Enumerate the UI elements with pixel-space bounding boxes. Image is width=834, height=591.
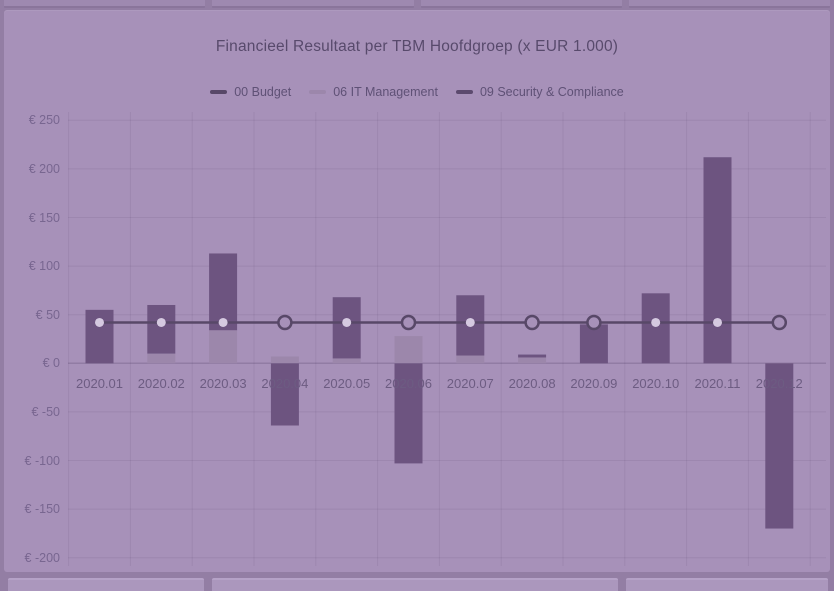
y-tick-label: € 100 (28, 259, 60, 274)
x-tick-label: 2020.07 (446, 376, 494, 391)
chart-legend: 00 Budget 06 IT Management 09 Security &… (0, 85, 834, 99)
chart-title: Financieel Resultaat per TBM Hoofdgroep … (215, 38, 619, 55)
x-tick-label: 2020.05 (323, 376, 371, 391)
x-tick-label: 2020.09 (570, 376, 618, 391)
chart-card (4, 10, 830, 572)
x-tick-label: 2020.02 (137, 376, 185, 391)
budget-marker-dot[interactable] (95, 317, 104, 327)
budget-marker-dot[interactable] (156, 317, 166, 327)
bottom-tile (8, 578, 204, 591)
y-tick-label: € -200 (24, 550, 60, 565)
bar-segment-security-compliance[interactable] (703, 157, 732, 364)
budget-marker-ring[interactable] (586, 314, 602, 331)
budget-marker-ring[interactable] (277, 314, 293, 331)
bar-segment-security-compliance[interactable] (209, 253, 238, 331)
y-tick-label: € 200 (28, 161, 60, 176)
budget-marker-dot[interactable] (465, 317, 475, 327)
legend-item-budget[interactable]: 00 Budget (210, 85, 291, 99)
legend-label: 09 Security & Compliance (479, 85, 624, 99)
top-tile (628, 0, 830, 8)
y-tick-label: € 150 (28, 210, 60, 225)
bar-segment-security-compliance[interactable] (147, 304, 176, 354)
budget-marker-ring[interactable] (400, 314, 417, 331)
legend-swatch-budget (210, 90, 228, 94)
x-tick-label: 2020.04 (261, 376, 309, 391)
budget-marker-dot[interactable] (342, 317, 352, 327)
bar-segment-it-management[interactable] (270, 356, 299, 364)
bar-segment-security-compliance[interactable] (394, 363, 423, 464)
y-tick-label: € 50 (35, 307, 60, 322)
bar-segment-security-compliance[interactable] (85, 309, 114, 364)
bar-segment-security-compliance[interactable] (641, 293, 670, 364)
y-tick-label: € -50 (31, 404, 61, 419)
bar-segment-it-management[interactable] (456, 355, 485, 364)
bar-segment-it-management[interactable] (518, 357, 547, 364)
y-tick-label: € 0 (42, 356, 60, 371)
bar-segment-it-management[interactable] (394, 336, 423, 364)
legend-label: 06 IT Management (333, 85, 438, 99)
budget-marker-dot[interactable] (651, 317, 661, 327)
bar-segment-it-management[interactable] (147, 353, 176, 364)
budget-marker-ring[interactable] (771, 314, 788, 331)
bar-segment-security-compliance[interactable] (518, 354, 547, 358)
x-tick-label: 2020.08 (508, 376, 556, 391)
legend-swatch-it-management (309, 90, 327, 94)
x-tick-label: 2020.12 (755, 376, 803, 391)
bottom-tile (212, 578, 618, 591)
x-tick-label: 2020.10 (632, 376, 680, 391)
bar-segment-security-compliance[interactable] (270, 363, 299, 426)
bar-segment-security-compliance[interactable] (332, 297, 361, 359)
bar-segment-it-management[interactable] (332, 358, 361, 364)
bar-segment-security-compliance[interactable] (579, 324, 608, 364)
bar-segment-it-management[interactable] (209, 330, 238, 364)
x-tick-label: 2020.11 (694, 376, 741, 391)
legend-item-security-compliance[interactable]: 09 Security & Compliance (455, 85, 624, 99)
top-tile (4, 0, 206, 8)
top-tile (212, 0, 414, 8)
budget-marker-dot[interactable] (713, 317, 722, 327)
top-tile-row (4, 0, 830, 8)
legend-label: 00 Budget (234, 85, 292, 99)
legend-item-it-management[interactable]: 06 IT Management (309, 85, 438, 99)
bottom-tile (626, 578, 828, 591)
budget-marker-dot[interactable] (218, 317, 228, 327)
y-tick-label: € -100 (24, 453, 60, 468)
x-tick-label: 2020.06 (385, 376, 432, 391)
x-tick-label: 2020.01 (76, 376, 123, 391)
bar-segment-security-compliance[interactable] (765, 363, 794, 529)
top-tile (420, 0, 622, 8)
legend-swatch-security-compliance (455, 90, 473, 94)
y-tick-label: € 250 (28, 113, 60, 128)
x-tick-label: 2020.03 (199, 376, 247, 391)
y-tick-label: € -150 (24, 502, 60, 517)
budget-marker-ring[interactable] (524, 314, 540, 331)
